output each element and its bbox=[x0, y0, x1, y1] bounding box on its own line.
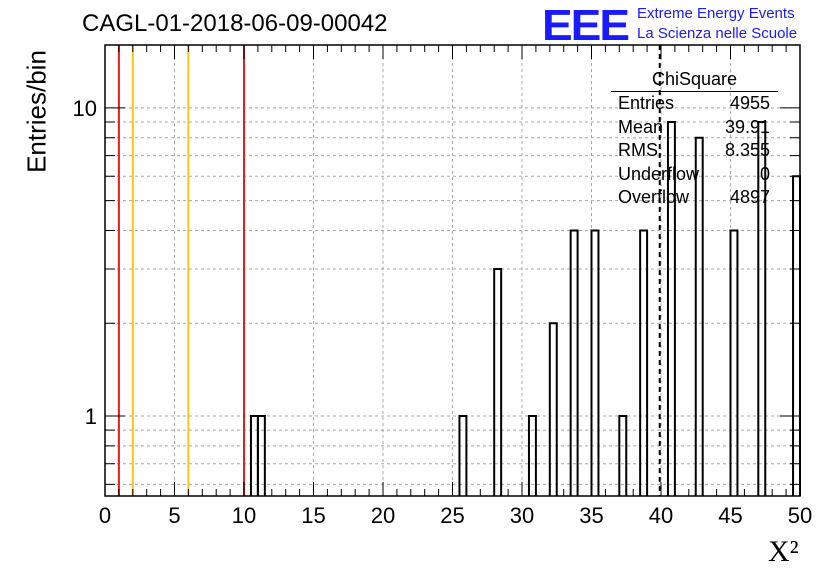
stats-row-rms: RMS 8.355 bbox=[611, 139, 778, 163]
histogram-bar bbox=[792, 175, 801, 496]
x-tick-label: 5 bbox=[168, 503, 180, 528]
x-tick-label: 25 bbox=[440, 503, 464, 528]
x-tick-label: 40 bbox=[649, 503, 673, 528]
histogram-bar bbox=[458, 415, 468, 496]
histogram-bar bbox=[639, 229, 649, 496]
stats-value: 4897 bbox=[729, 187, 770, 207]
stats-label: Overflow bbox=[618, 187, 690, 207]
stats-box: ChiSquare Entries 4955 Mean 39.91 RMS 8.… bbox=[611, 67, 778, 210]
logo-line-2: La Scienza nelle Scuole bbox=[637, 25, 798, 42]
x-tick-label: 50 bbox=[788, 503, 812, 528]
stats-value: 39.91 bbox=[724, 116, 770, 137]
stats-value: 0 bbox=[759, 163, 770, 184]
grid bbox=[105, 45, 800, 496]
stats-label: Underflow bbox=[618, 163, 700, 184]
histogram-bar bbox=[666, 120, 676, 496]
stats-value: 4955 bbox=[729, 93, 770, 113]
logo-line-1: Extreme Energy Events bbox=[637, 5, 795, 22]
y-tick-label: 1 bbox=[85, 404, 97, 429]
stats-row-mean: Mean 39.91 bbox=[611, 116, 778, 140]
histogram-bar bbox=[618, 415, 628, 496]
stats-label: Mean bbox=[618, 116, 664, 137]
eee-logo-mark: EEE bbox=[542, 0, 630, 50]
tick-labels: 0 5 10 15 20 25 30 35 40 45 50 1 10 bbox=[73, 96, 813, 528]
stats-row-entries: Entries 4955 bbox=[611, 92, 778, 116]
x-tick-label: 30 bbox=[510, 503, 534, 528]
histogram-bar bbox=[694, 136, 704, 496]
stats-value: 8.355 bbox=[724, 140, 770, 160]
histogram-bar bbox=[548, 322, 558, 496]
stats-title: ChiSquare bbox=[611, 67, 778, 92]
y-tick-label: 10 bbox=[73, 96, 97, 121]
x-tick-label: 20 bbox=[371, 503, 395, 528]
x-axis-label: X² bbox=[768, 535, 799, 568]
x-tick-label: 35 bbox=[579, 503, 603, 528]
stats-row-underflow: Underflow 0 bbox=[611, 163, 778, 187]
histogram-bars bbox=[249, 120, 801, 496]
eee-logo: EEE Extreme Energy Events La Scienza nel… bbox=[542, 0, 797, 50]
stats-label: Entries bbox=[618, 93, 675, 113]
stats-row-overflow: Overflow 4897 bbox=[611, 186, 778, 210]
reference-lines bbox=[117, 45, 661, 496]
histogram-bar bbox=[527, 415, 537, 496]
histogram-bar bbox=[493, 267, 503, 496]
chart-title: CAGL-01-2018-06-09-00042 bbox=[82, 10, 388, 37]
histogram-bar bbox=[569, 229, 579, 496]
histogram-bar bbox=[729, 229, 739, 496]
axis-ticks bbox=[104, 45, 801, 496]
y-axis-label: Entries/bin bbox=[21, 50, 52, 173]
x-tick-label: 0 bbox=[99, 503, 111, 528]
x-tick-label: 10 bbox=[232, 503, 256, 528]
stats-label: RMS bbox=[618, 140, 658, 160]
histogram-bar bbox=[256, 415, 266, 496]
histogram-bar bbox=[757, 120, 767, 496]
x-tick-label: 15 bbox=[301, 503, 325, 528]
histogram-bar bbox=[590, 229, 600, 496]
x-tick-label: 45 bbox=[718, 503, 742, 528]
